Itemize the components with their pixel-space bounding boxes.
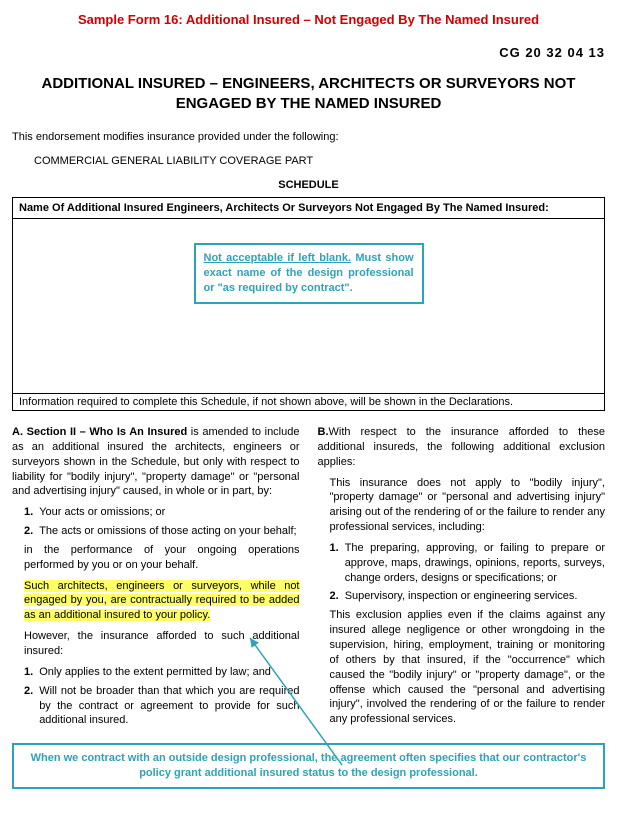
marker: 2. — [24, 524, 33, 539]
marker: 2. — [24, 684, 33, 729]
schedule-callout: Not acceptable if left blank. Must show … — [194, 243, 424, 304]
schedule-footer: Information required to complete this Sc… — [13, 394, 604, 410]
item-text: Your acts or omissions; or — [39, 505, 299, 520]
highlighted-paragraph: Such architects, engineers or surveyors,… — [24, 579, 300, 624]
main-title: ADDITIONAL INSURED – ENGINEERS, ARCHITEC… — [39, 74, 579, 113]
sample-form-title: Sample Form 16: Additional Insured – Not… — [12, 12, 605, 27]
item-text: The preparing, approving, or failing to … — [345, 541, 605, 586]
b-lead-text: With respect to the insurance afforded t… — [318, 426, 606, 468]
a-however: However, the insurance afforded to such … — [24, 629, 300, 659]
b-p1: This insurance does not apply to "bodily… — [330, 476, 606, 535]
item-text: Only applies to the extent permitted by … — [39, 665, 299, 680]
a-item-2: 2. The acts or omissions of those acting… — [24, 524, 300, 539]
item-text: Supervisory, inspection or engineering s… — [345, 589, 605, 604]
item-text: The acts or omissions of those acting on… — [39, 524, 299, 539]
marker: 1. — [330, 541, 339, 586]
column-a: A. Section II – Who Is An Insured is ame… — [12, 425, 300, 733]
a-item-1: 1. Your acts or omissions; or — [24, 505, 300, 520]
schedule-heading: SCHEDULE — [12, 179, 605, 191]
section-a-lead: A. Section II – Who Is An Insured is ame… — [12, 425, 300, 499]
coverage-part: COMMERCIAL GENERAL LIABILITY COVERAGE PA… — [34, 155, 605, 167]
item-text: Will not be broader than that which you … — [39, 684, 299, 729]
marker: 2. — [330, 589, 339, 604]
column-b: B.With respect to the insurance afforded… — [318, 425, 606, 733]
schedule-header: Name Of Additional Insured Engineers, Ar… — [13, 198, 604, 219]
a-however-1: 1. Only applies to the extent permitted … — [24, 665, 300, 680]
section-a-bold: A. Section II – Who Is An Insured — [12, 426, 187, 438]
a-however-2: 2. Will not be broader than that which y… — [24, 684, 300, 729]
intro-text: This endorsement modifies insurance prov… — [12, 131, 605, 143]
form-number: CG 20 32 04 13 — [12, 45, 605, 60]
marker: 1. — [24, 665, 33, 680]
body-columns: A. Section II – Who Is An Insured is ame… — [12, 425, 605, 733]
section-b-lead: B.With respect to the insurance afforded… — [318, 425, 606, 470]
b-item-2: 2. Supervisory, inspection or engineerin… — [330, 589, 606, 604]
a-continuation: in the performance of your ongoing opera… — [24, 543, 300, 573]
b-item-1: 1. The preparing, approving, or failing … — [330, 541, 606, 586]
highlight-text: Such architects, engineers or surveyors,… — [24, 580, 300, 622]
b-marker: B. — [318, 426, 329, 438]
schedule-box: Name Of Additional Insured Engineers, Ar… — [12, 197, 605, 411]
bottom-callout: When we contract with an outside design … — [12, 743, 605, 789]
marker: 1. — [24, 505, 33, 520]
callout-underline: Not acceptable if left blank. — [204, 252, 352, 264]
b-p2: This exclusion applies even if the claim… — [330, 608, 606, 727]
schedule-body: Not acceptable if left blank. Must show … — [13, 243, 604, 394]
